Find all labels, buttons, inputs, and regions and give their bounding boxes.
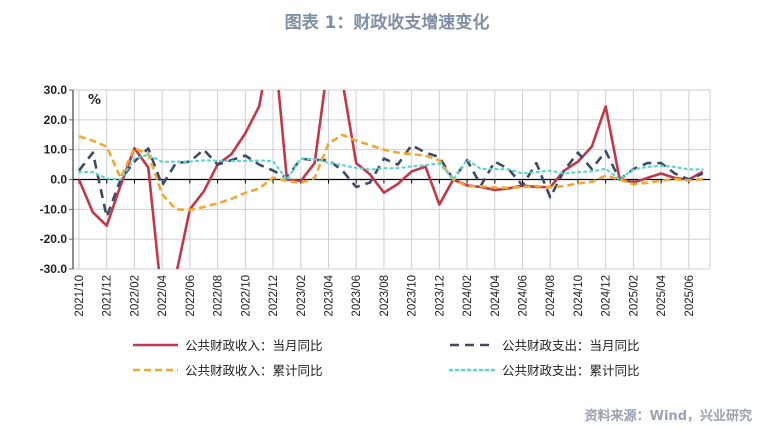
x-tick-label: 2023/02 (296, 275, 308, 317)
y-tick-label: 30.0 (44, 83, 68, 97)
x-tick-label: 2022/02 (129, 275, 141, 317)
series-line-1 (77, 143, 704, 219)
x-tick-label: 2024/06 (518, 275, 530, 317)
legend-label-2: 公共财政收入：累计同比 (185, 363, 323, 378)
y-tick-label: 10.0 (44, 143, 68, 157)
x-tick-label: 2023/06 (351, 275, 363, 317)
y-tick-label: -20.0 (40, 232, 68, 246)
x-tick-label: 2025/02 (628, 275, 640, 317)
y-tick-label: 0.0 (50, 173, 67, 187)
x-tick-label: 2023/08 (379, 275, 391, 317)
x-tick-label: 2024/08 (545, 275, 557, 317)
x-tick-label: 2025/04 (656, 274, 668, 316)
unit-label: % (88, 93, 101, 108)
source-note: 资料来源：Wind，兴业研究 (584, 409, 752, 424)
chart-title: 图表 1：财政收支增速变化 (284, 13, 490, 33)
series-line-2 (78, 133, 703, 212)
series-line-3 (77, 153, 704, 181)
legend-label-3: 公共财政支出：累计同比 (502, 363, 640, 378)
x-tick-label: 2021/12 (102, 275, 114, 317)
legend-label-0: 公共财政收入：当月同比 (185, 338, 323, 353)
x-tick-label: 2022/12 (268, 275, 280, 317)
x-tick-label: 2023/10 (407, 275, 419, 317)
series-group (77, 90, 704, 269)
x-tick-label: 2024/10 (573, 275, 585, 317)
x-tick-label: 2022/06 (185, 275, 197, 317)
x-tick-label: 2024/02 (462, 275, 474, 317)
x-tick-label: 2023/04 (323, 274, 335, 316)
y-tick-label: 20.0 (44, 113, 68, 127)
x-tick-label: 2022/08 (213, 275, 225, 317)
y-tick-label: -30.0 (40, 262, 68, 276)
legend-label-1: 公共财政支出：当月同比 (502, 338, 640, 353)
x-tick-label: 2024/04 (490, 274, 502, 316)
x-tick-label: 2023/12 (434, 275, 446, 317)
x-tick-label: 2022/04 (157, 274, 169, 316)
x-tick-label: 2025/06 (684, 275, 696, 317)
y-tick-label: -10.0 (40, 202, 68, 216)
x-tick-label: 2022/10 (240, 275, 252, 317)
x-tick-label: 2021/10 (74, 275, 86, 317)
series-line-0 (77, 90, 704, 269)
x-tick-label: 2024/12 (601, 275, 613, 317)
